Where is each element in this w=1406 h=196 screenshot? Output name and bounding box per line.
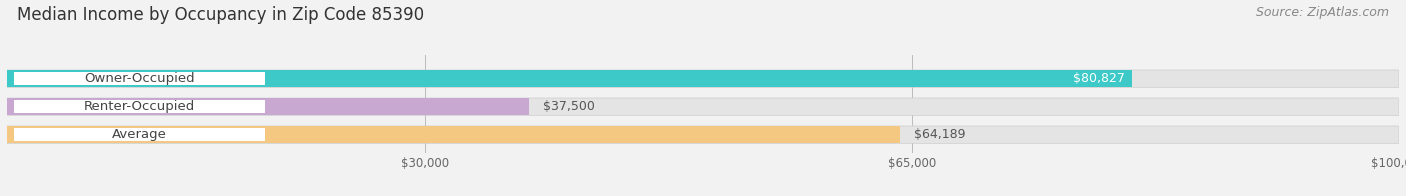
Text: Source: ZipAtlas.com: Source: ZipAtlas.com	[1256, 6, 1389, 19]
Text: Owner-Occupied: Owner-Occupied	[84, 72, 194, 85]
Bar	[7, 98, 1399, 115]
Text: Renter-Occupied: Renter-Occupied	[83, 100, 195, 113]
Text: Average: Average	[112, 128, 167, 141]
Bar	[14, 128, 264, 141]
Bar	[7, 126, 900, 143]
Text: $64,189: $64,189	[914, 128, 966, 141]
Text: $80,827: $80,827	[1073, 72, 1125, 85]
Text: $37,500: $37,500	[543, 100, 595, 113]
Bar	[7, 70, 1132, 87]
Bar	[7, 70, 1399, 87]
Text: Median Income by Occupancy in Zip Code 85390: Median Income by Occupancy in Zip Code 8…	[17, 6, 425, 24]
Bar	[7, 98, 529, 115]
Bar	[14, 73, 264, 85]
Bar	[7, 126, 1399, 143]
Bar	[14, 100, 264, 113]
